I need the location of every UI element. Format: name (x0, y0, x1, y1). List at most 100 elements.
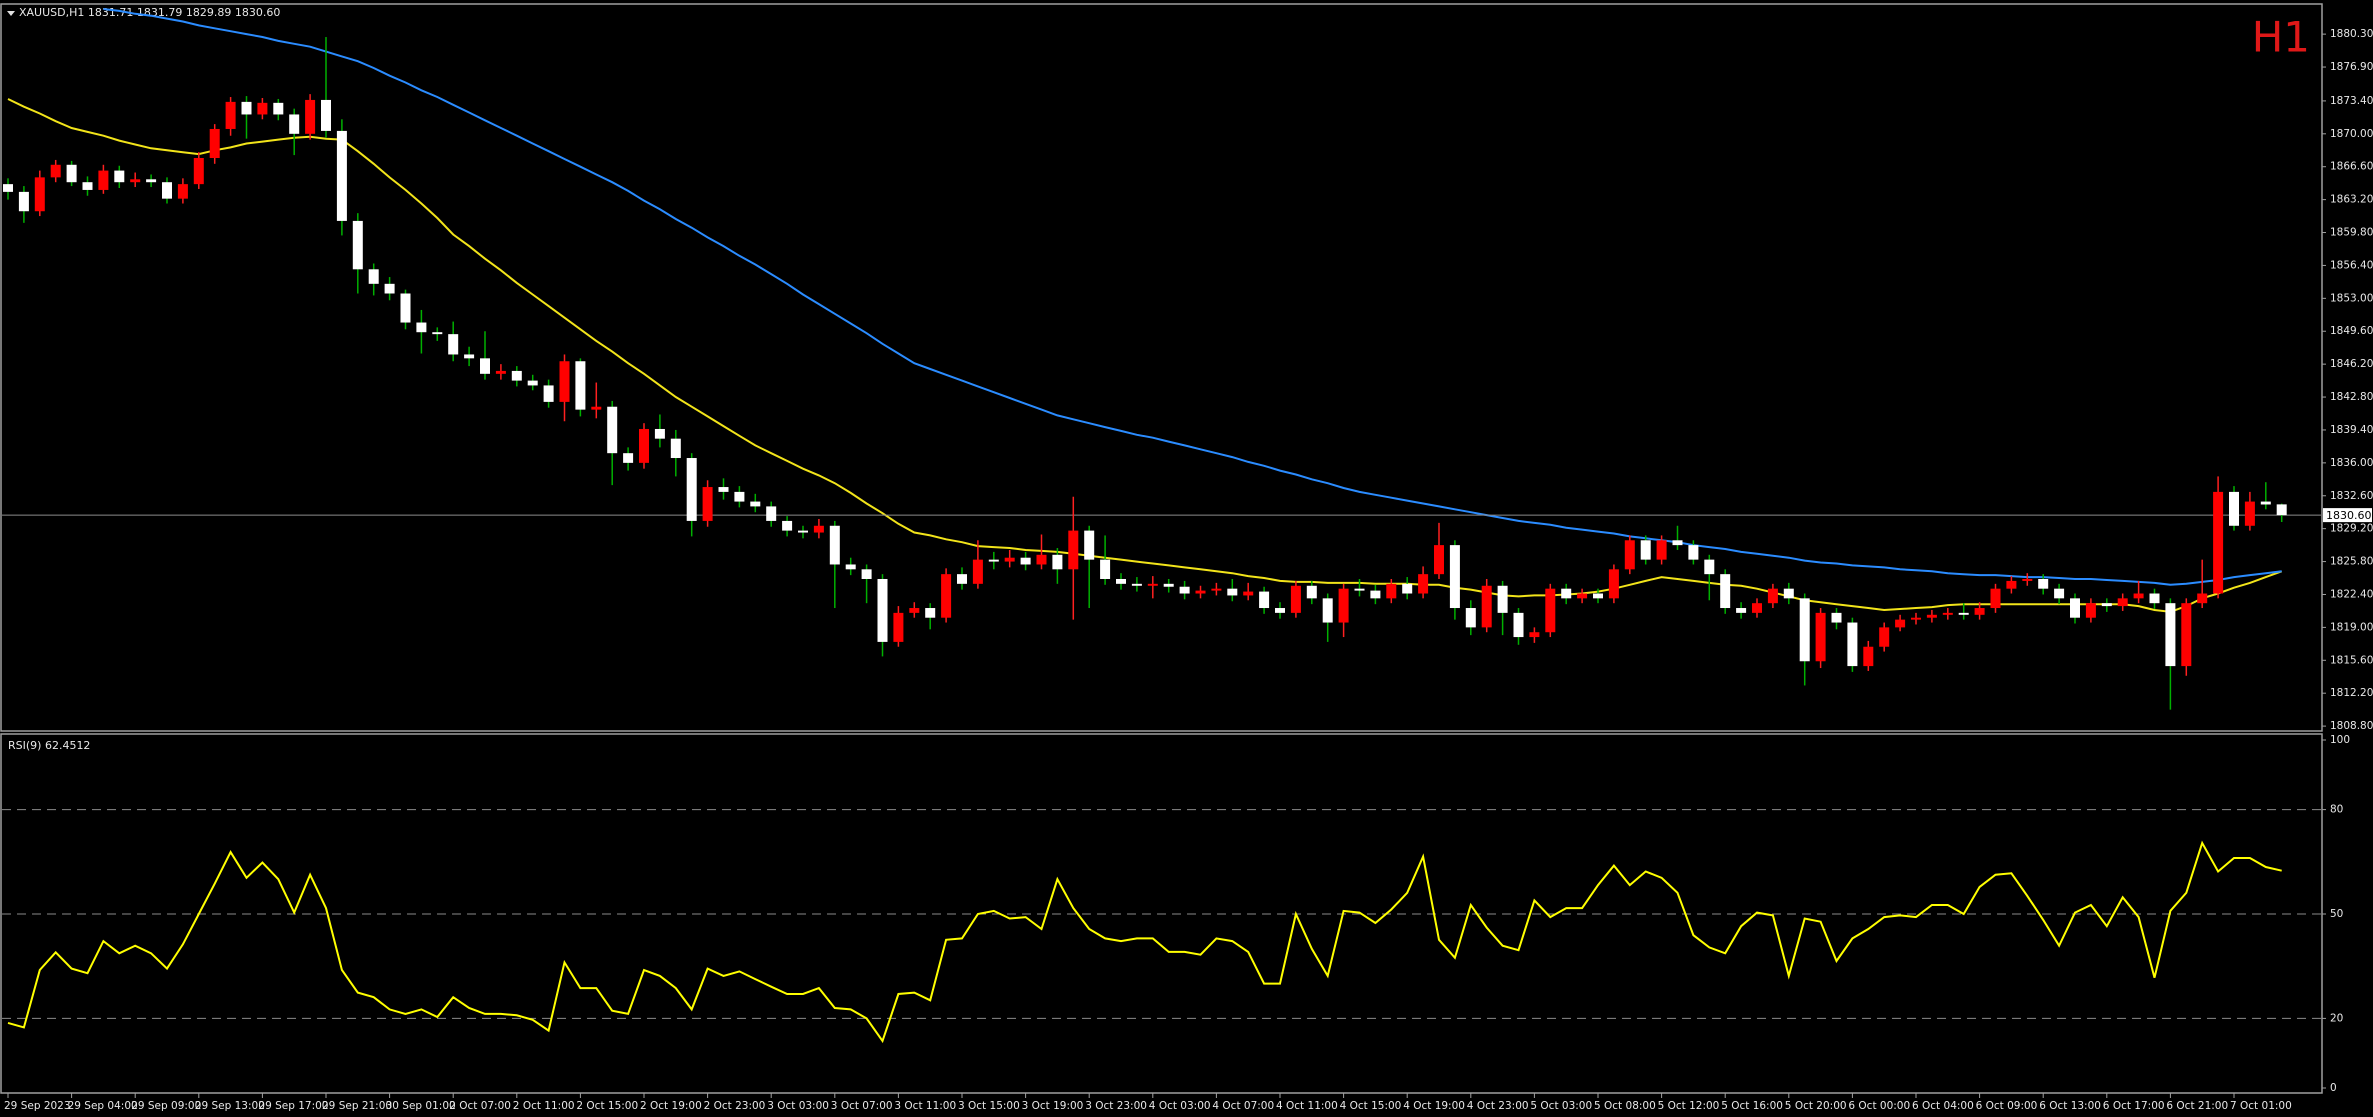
candle-body (98, 170, 109, 190)
x-tick-label: 29 Sep 13:00 (195, 1100, 265, 1112)
x-tick-label: 5 Oct 16:00 (1721, 1100, 1783, 1112)
candle-body (734, 491, 745, 502)
candle-body (1354, 588, 1365, 591)
candle-body (2054, 588, 2065, 599)
x-tick-label: 4 Oct 23:00 (1467, 1100, 1529, 1112)
x-tick-label: 2 Oct 23:00 (704, 1100, 766, 1112)
candle-body (448, 334, 459, 355)
candle-body (702, 487, 713, 521)
candle-body (1163, 583, 1174, 587)
y-tick-label: 0 (2330, 1082, 2337, 1094)
candle-body (941, 574, 952, 618)
x-tick-label: 6 Oct 13:00 (2039, 1100, 2101, 1112)
candle-body (2260, 501, 2271, 505)
y-tick-label: 1859.80 (2330, 227, 2373, 239)
candle-body (1338, 588, 1349, 623)
candle-body (1624, 540, 1635, 570)
candle-body (1911, 617, 1921, 620)
candle-body (861, 569, 872, 579)
candle-body (1895, 619, 1906, 628)
candle-body (1926, 614, 1937, 618)
candle-body (2165, 603, 2176, 667)
candle-body (1799, 598, 1810, 662)
x-tick-label: 29 Sep 09:00 (131, 1100, 201, 1112)
candle-body (623, 453, 634, 463)
y-tick-label: 1825.80 (2330, 556, 2373, 568)
x-tick-label: 3 Oct 11:00 (894, 1100, 956, 1112)
candle-body (1879, 627, 1890, 647)
y-tick-label: 1856.40 (2330, 259, 2373, 271)
candle-body (639, 428, 649, 463)
moving-average-line (7, 98, 2283, 613)
x-tick-label: 6 Oct 00:00 (1848, 1100, 1910, 1112)
candle-body (607, 406, 618, 454)
candle-body (893, 612, 904, 642)
y-tick-label: 1815.60 (2330, 654, 2373, 666)
x-tick-label: 3 Oct 07:00 (831, 1100, 893, 1112)
candle-body (66, 164, 77, 183)
candle-body (1752, 603, 1762, 613)
candle-body (1529, 632, 1540, 638)
x-tick-label: 29 Sep 17:00 (258, 1100, 328, 1112)
candle-body (1020, 557, 1031, 565)
candle-body (3, 184, 13, 192)
x-tick-label: 6 Oct 21:00 (2166, 1100, 2228, 1112)
candle-body (336, 130, 347, 221)
candle-body (1497, 585, 1508, 613)
candle-body (1465, 608, 1476, 628)
x-tick-label: 2 Oct 07:00 (449, 1100, 511, 1112)
candle-body (273, 102, 284, 115)
candle-body (305, 99, 316, 134)
candle-body (2229, 491, 2239, 526)
candle-body (257, 102, 268, 115)
candle-body (1990, 588, 2001, 609)
menu-arrow[interactable] (7, 11, 15, 16)
candle-body (845, 564, 856, 570)
candle-body (2213, 491, 2224, 594)
candle-body (877, 578, 888, 642)
candle-body (1720, 574, 1731, 609)
candle-body (1418, 574, 1429, 594)
y-tick-label: 1836.00 (2330, 457, 2373, 469)
x-tick-label: 30 Sep 01:00 (386, 1100, 456, 1112)
candle-body (1370, 590, 1381, 599)
candle-body (1322, 598, 1333, 623)
x-tick-label: 5 Oct 12:00 (1658, 1100, 1720, 1112)
candle-body (654, 428, 665, 439)
candle-body (241, 101, 252, 115)
candle-body (130, 179, 141, 183)
candle-body (193, 158, 204, 185)
y-tick-label: 1822.40 (2330, 588, 2373, 600)
candle-body (2197, 593, 2208, 604)
x-tick-label: 3 Oct 15:00 (958, 1100, 1020, 1112)
candle-body (1608, 569, 1619, 599)
candle-body (1179, 586, 1190, 594)
x-tick-label: 4 Oct 15:00 (1340, 1100, 1402, 1112)
x-tick-label: 3 Oct 03:00 (767, 1100, 829, 1112)
main-panel-frame (0, 3, 2323, 732)
candle-body (543, 385, 554, 402)
candle-body (384, 283, 395, 294)
candle-body (1036, 554, 1047, 565)
rsi-line (7, 840, 2282, 1044)
candle-body (2022, 578, 2033, 581)
candle-body (1052, 554, 1063, 570)
main-plot (2, 8, 2321, 710)
x-tick-label: 6 Oct 04:00 (1912, 1100, 1974, 1112)
candle-body (50, 164, 61, 178)
candle-body (1449, 545, 1460, 609)
candle-body (1847, 622, 1858, 667)
x-tick-label: 29 Sep 21:00 (322, 1100, 392, 1112)
x-tick-label: 5 Oct 20:00 (1785, 1100, 1847, 1112)
current-price-box (2323, 508, 2372, 523)
y-tick-label: 1876.90 (2330, 61, 2373, 73)
candle-body (1147, 583, 1158, 586)
y-tick-label: 1853.00 (2330, 292, 2373, 304)
candle-body (972, 559, 983, 584)
candle-body (2244, 501, 2255, 526)
rsi-header: RSI(9) 62.4512 (8, 739, 90, 752)
candle-body (2085, 603, 2096, 618)
candle-body (798, 530, 808, 533)
y-tick-label: 1812.20 (2330, 687, 2373, 699)
